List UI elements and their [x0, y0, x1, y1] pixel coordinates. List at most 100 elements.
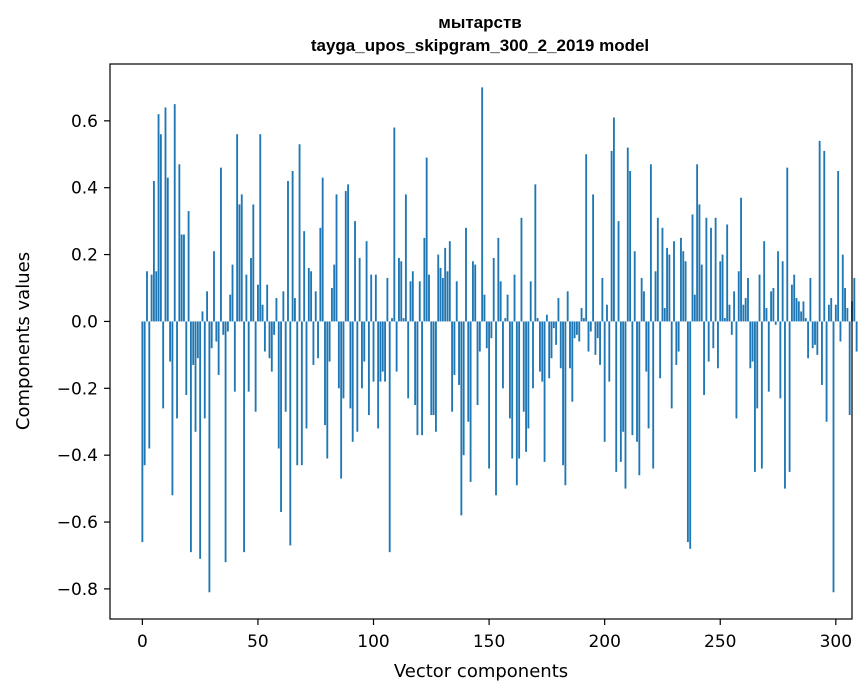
bar	[661, 227, 664, 322]
bar	[832, 321, 835, 593]
bar	[465, 227, 467, 322]
bar	[585, 154, 588, 322]
bar	[821, 321, 823, 385]
bar	[388, 321, 391, 553]
bar	[173, 104, 176, 322]
bar	[284, 321, 287, 412]
bar	[462, 321, 465, 456]
bar	[499, 281, 502, 322]
x-tick-label: 100	[357, 632, 389, 652]
bar	[460, 321, 463, 516]
bar	[686, 321, 689, 543]
bar	[423, 237, 426, 322]
bar	[705, 217, 708, 322]
bar	[610, 150, 613, 322]
bar	[189, 321, 192, 553]
bar	[680, 237, 682, 322]
bar	[742, 304, 745, 322]
bar	[518, 321, 521, 459]
bar	[751, 321, 754, 362]
bar	[758, 274, 761, 322]
bar	[578, 321, 581, 342]
bar	[629, 170, 632, 322]
plot-frame	[109, 63, 853, 620]
bar	[275, 298, 278, 322]
bar	[693, 294, 696, 322]
x-axis-label: Vector components	[394, 661, 568, 682]
bar	[643, 291, 645, 322]
bar	[811, 321, 814, 349]
bar	[790, 284, 793, 322]
bar	[744, 298, 747, 322]
bar	[638, 321, 641, 476]
bar	[270, 321, 273, 372]
bar	[312, 321, 315, 365]
bar	[289, 321, 292, 546]
bar	[800, 311, 803, 322]
y-tick-label: −0.6	[57, 513, 98, 533]
bar	[566, 291, 569, 322]
bar	[150, 274, 153, 322]
bar	[508, 321, 511, 419]
bar	[645, 321, 648, 372]
bar	[180, 234, 183, 322]
bar	[469, 321, 472, 482]
bar	[753, 321, 756, 472]
bar	[814, 321, 816, 345]
bar	[541, 321, 544, 382]
bar	[409, 281, 412, 322]
bar	[733, 291, 736, 322]
bar	[349, 321, 352, 409]
bar	[573, 321, 576, 339]
bar	[386, 277, 389, 322]
x-tick-label: 300	[820, 632, 852, 652]
bar	[455, 281, 458, 322]
bar	[652, 321, 655, 469]
bar	[608, 321, 611, 382]
bar	[220, 167, 222, 322]
bar	[606, 304, 608, 322]
bar	[407, 321, 410, 399]
bar	[273, 321, 276, 335]
bar	[740, 197, 742, 322]
bar	[342, 321, 345, 399]
bar	[855, 321, 858, 352]
bar	[677, 321, 680, 352]
bar	[291, 170, 294, 322]
x-tick-label: 150	[473, 632, 505, 652]
bar	[786, 167, 789, 322]
bar	[340, 321, 343, 479]
bar	[416, 321, 419, 436]
bar	[194, 321, 197, 432]
bar	[411, 271, 414, 322]
bar	[358, 257, 361, 322]
bar	[335, 194, 338, 322]
bar	[222, 321, 225, 335]
y-tick-label: 0.0	[71, 312, 98, 332]
bar	[717, 321, 719, 369]
bar	[601, 277, 604, 322]
y-tick-label: 0.6	[71, 112, 98, 132]
bar	[159, 134, 162, 322]
bar	[841, 254, 844, 322]
bar	[374, 274, 377, 322]
bar	[213, 251, 215, 322]
chart-title: мытарств	[438, 13, 522, 32]
bar	[233, 321, 236, 392]
bar	[257, 284, 259, 322]
bar	[483, 294, 486, 322]
bar	[795, 298, 798, 322]
bar	[747, 277, 749, 322]
bar	[441, 277, 444, 322]
bar	[199, 321, 202, 559]
bar	[395, 321, 398, 372]
bar	[543, 321, 546, 462]
bar	[504, 318, 507, 322]
bar	[393, 127, 396, 322]
bar	[451, 321, 454, 412]
bar	[215, 321, 218, 342]
bar	[569, 321, 571, 369]
bar	[564, 321, 567, 486]
bar	[280, 321, 282, 513]
